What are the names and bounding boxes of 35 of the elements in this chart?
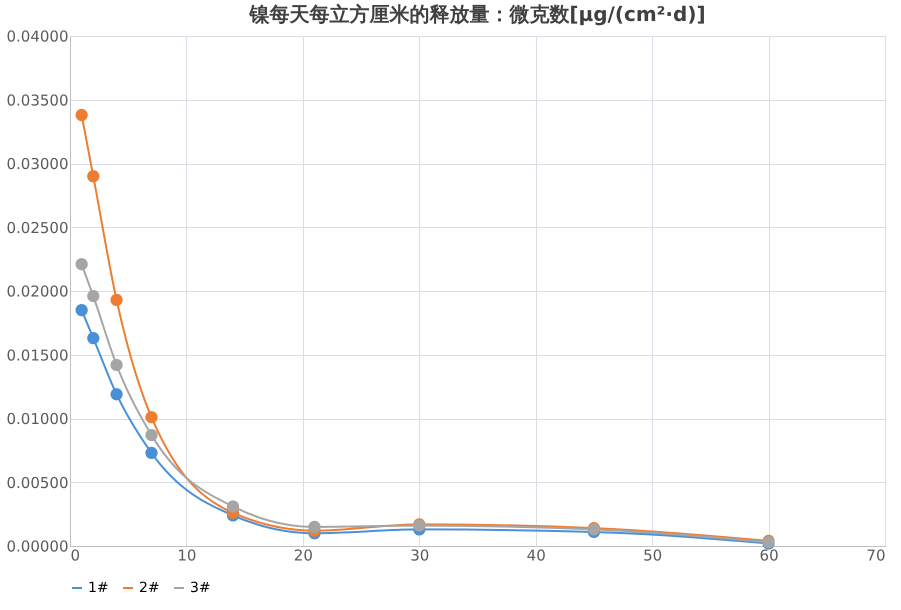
y-tick-label: 0.00000 xyxy=(6,538,68,556)
x-tick-label: 0 xyxy=(70,546,80,564)
point xyxy=(87,170,100,182)
x-tick-label: 30 xyxy=(410,546,430,564)
y-tick-label: 0.02000 xyxy=(6,282,68,300)
y-tick-label: 0.01000 xyxy=(6,410,68,428)
point xyxy=(110,388,123,400)
y-tick-label: 0.01500 xyxy=(6,346,68,364)
y-tick-label: 0.04000 xyxy=(6,28,68,46)
point xyxy=(110,294,123,306)
x-tick-label: 60 xyxy=(760,546,779,564)
legend-label: 3# xyxy=(190,580,211,596)
point xyxy=(76,304,88,316)
chart-title: 镍每天每立方厘米的释放量：微克数[μg/(cm²·d)] xyxy=(248,2,706,26)
legend-label: 1# xyxy=(88,580,109,596)
point xyxy=(110,358,123,372)
y-tick-label: 0.03000 xyxy=(6,155,68,173)
point xyxy=(76,108,88,122)
legend-label: 2# xyxy=(139,580,160,596)
x-tick-label: 50 xyxy=(643,546,662,564)
y-tick-label: 0.03500 xyxy=(6,91,68,110)
x-tick-label: 10 xyxy=(177,546,196,564)
x-tick-label: 70 xyxy=(866,546,886,564)
x-tick-label: 20 xyxy=(294,546,313,564)
point xyxy=(145,446,158,460)
y-tick-label: 0.00500 xyxy=(6,474,68,492)
point xyxy=(76,258,88,270)
x-tick-label: 40 xyxy=(526,546,546,564)
point xyxy=(145,411,158,424)
y-tick-label: 0.02500 xyxy=(6,218,68,237)
point xyxy=(145,428,158,442)
point xyxy=(87,332,100,344)
point xyxy=(226,500,240,513)
point xyxy=(308,520,321,533)
point xyxy=(87,290,100,302)
